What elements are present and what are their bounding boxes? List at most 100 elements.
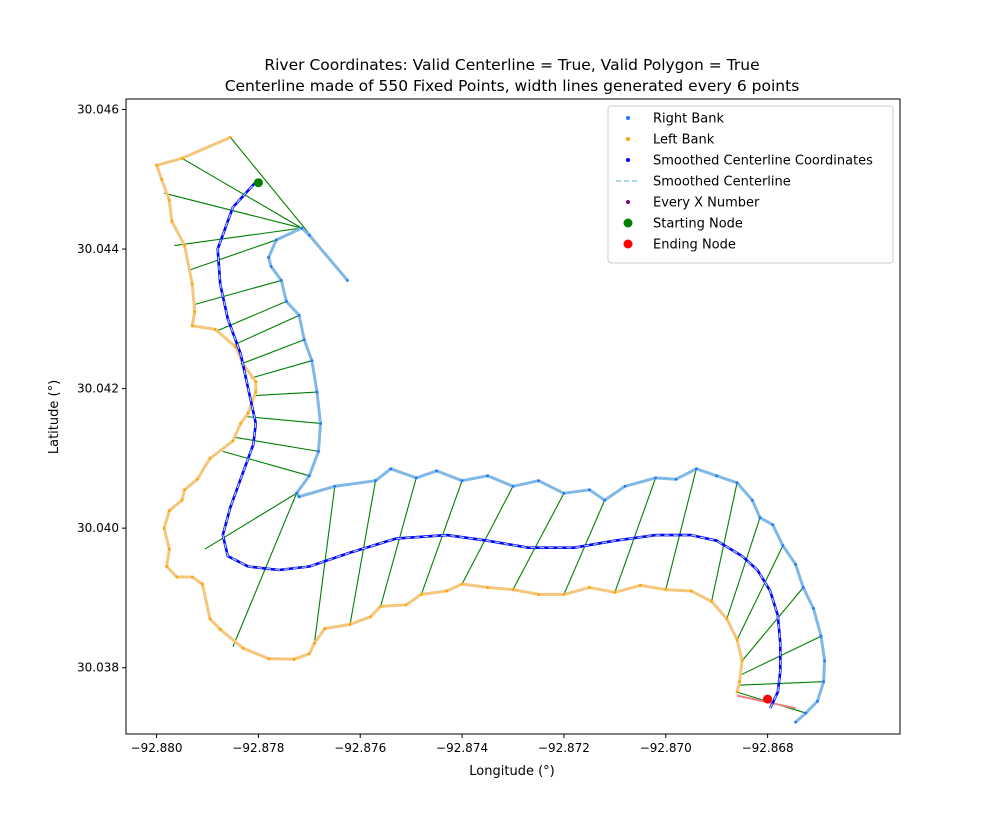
- right-bank-point-9: [302, 338, 306, 342]
- left-bank-point-8: [193, 310, 197, 314]
- left-bank-point-9: [190, 324, 194, 328]
- right-bank-point-1: [307, 233, 311, 237]
- y-axis-label: Latitude (°): [47, 380, 62, 454]
- y-tick-label-1: 30.040: [77, 521, 119, 535]
- left-bank-point-45: [511, 588, 515, 591]
- left-bank-point-37: [348, 623, 352, 626]
- width-line-11: [245, 415, 321, 425]
- right-bank-point-21: [435, 469, 439, 473]
- left-bank-point-49: [613, 590, 617, 594]
- width-line-7: [232, 314, 300, 346]
- right-bank-point-32: [694, 467, 698, 471]
- legend-label-4: Every X Number: [653, 196, 760, 211]
- width-line-3: [174, 227, 302, 247]
- right-bank-point-33: [715, 474, 719, 478]
- width-line-28: [741, 587, 804, 662]
- legend-label-3: Smoothed Centerline: [653, 175, 791, 190]
- legend-box: [607, 105, 894, 264]
- x-tick-label-2: −92.876: [334, 741, 386, 755]
- left-bank-point-1: [180, 156, 184, 160]
- y-axis: 30.038 30.040 30.042 30.044 30.046: [77, 102, 126, 675]
- left-bank-point-27: [190, 575, 194, 579]
- x-axis: −92.880 −92.878 −92.876 −92.874 −92.872 −92.8…: [131, 734, 794, 755]
- left-bank-point-22: [167, 509, 171, 513]
- right-bank-point-39: [794, 563, 798, 566]
- width-line-18: [380, 477, 417, 607]
- right-bank-point-36: [758, 516, 762, 520]
- width-line-25: [711, 482, 738, 602]
- width-line-15: [232, 493, 298, 647]
- left-bank-point-17: [231, 439, 235, 443]
- plot-frame: [125, 98, 901, 735]
- right-bank-point-8: [297, 313, 301, 317]
- right-bank-point-10: [310, 359, 314, 363]
- y-tick-label-3: 30.044: [77, 242, 119, 256]
- left-bank-point-15: [246, 411, 250, 415]
- right-bank-point-28: [603, 498, 607, 502]
- right-bank-point-7: [285, 299, 288, 303]
- left-bank-point-51: [664, 588, 668, 591]
- right-bank-point-11: [315, 390, 319, 394]
- left-bank-point-2: [155, 163, 158, 167]
- right-bank-point-30: [654, 476, 657, 480]
- right-bank-line: [267, 226, 827, 724]
- left-bank-point-57: [738, 680, 741, 684]
- left-bank-point-11: [234, 345, 237, 349]
- y-tick-label-0: 30.038: [77, 661, 119, 675]
- legend-marker-6: [623, 239, 633, 249]
- legend-label-1: Left Bank: [653, 133, 715, 148]
- right-bank-point-26: [562, 491, 566, 495]
- right-bank-point-34: [735, 481, 739, 485]
- right-bank-point-40: [801, 586, 805, 589]
- y-tick-label-2: 30.042: [77, 382, 119, 396]
- left-bank-point-33: [292, 657, 296, 661]
- left-bank-point-39: [379, 604, 383, 608]
- right-bank-point-22: [460, 479, 464, 483]
- width-line-1: [181, 157, 302, 229]
- right-bank-point-6: [279, 279, 283, 282]
- left-bank-point-31: [241, 646, 245, 650]
- left-bank-point-30: [218, 627, 222, 631]
- width-line-8: [240, 339, 305, 365]
- right-bank-point-4: [267, 256, 270, 259]
- width-line-9: [250, 360, 313, 379]
- width-line-12: [235, 436, 319, 452]
- right-bank-point-43: [823, 659, 827, 663]
- left-bank-point-36: [323, 627, 326, 631]
- right-bank-point-15: [295, 491, 298, 495]
- left-bank-point-53: [710, 600, 713, 603]
- right-bank-point-12: [319, 422, 322, 425]
- left-bank-point-52: [689, 589, 693, 593]
- right-bank-point-23: [486, 474, 489, 478]
- width-line-20: [461, 486, 514, 585]
- x-axis-label: Longitude (°): [469, 764, 554, 779]
- right-bank-point-47: [794, 720, 798, 724]
- right-bank-point-37: [771, 523, 775, 527]
- left-bank-point-21: [180, 498, 184, 502]
- right-bank-point-2: [300, 226, 304, 230]
- left-bank-point-10: [213, 327, 217, 331]
- left-bank-point-34: [307, 652, 311, 656]
- left-bank-point-14: [254, 390, 258, 394]
- starting-node: [253, 178, 263, 188]
- left-bank-point-24: [167, 547, 171, 551]
- left-bank-point-38: [369, 615, 372, 619]
- ending-node: [763, 694, 773, 704]
- x-tick-label-1: −92.878: [232, 741, 284, 755]
- right-bank-point-14: [307, 474, 311, 478]
- right-bank-point-35: [750, 498, 754, 502]
- width-line-23: [614, 477, 657, 593]
- right-bank-point-24: [511, 484, 515, 488]
- x-tick-label-6: −92.868: [742, 741, 794, 755]
- left-bank-point-7: [190, 282, 194, 286]
- left-bank-point-20: [183, 488, 186, 492]
- left-bank-point-42: [445, 589, 449, 593]
- width-line-14: [204, 492, 297, 550]
- width-line-26: [726, 517, 761, 620]
- left-bank-point-35: [313, 641, 316, 645]
- right-bank-point-18: [374, 479, 377, 483]
- right-bank-point-0: [346, 279, 349, 282]
- left-bank-point-18: [208, 456, 212, 460]
- left-bank-point-28: [200, 582, 204, 586]
